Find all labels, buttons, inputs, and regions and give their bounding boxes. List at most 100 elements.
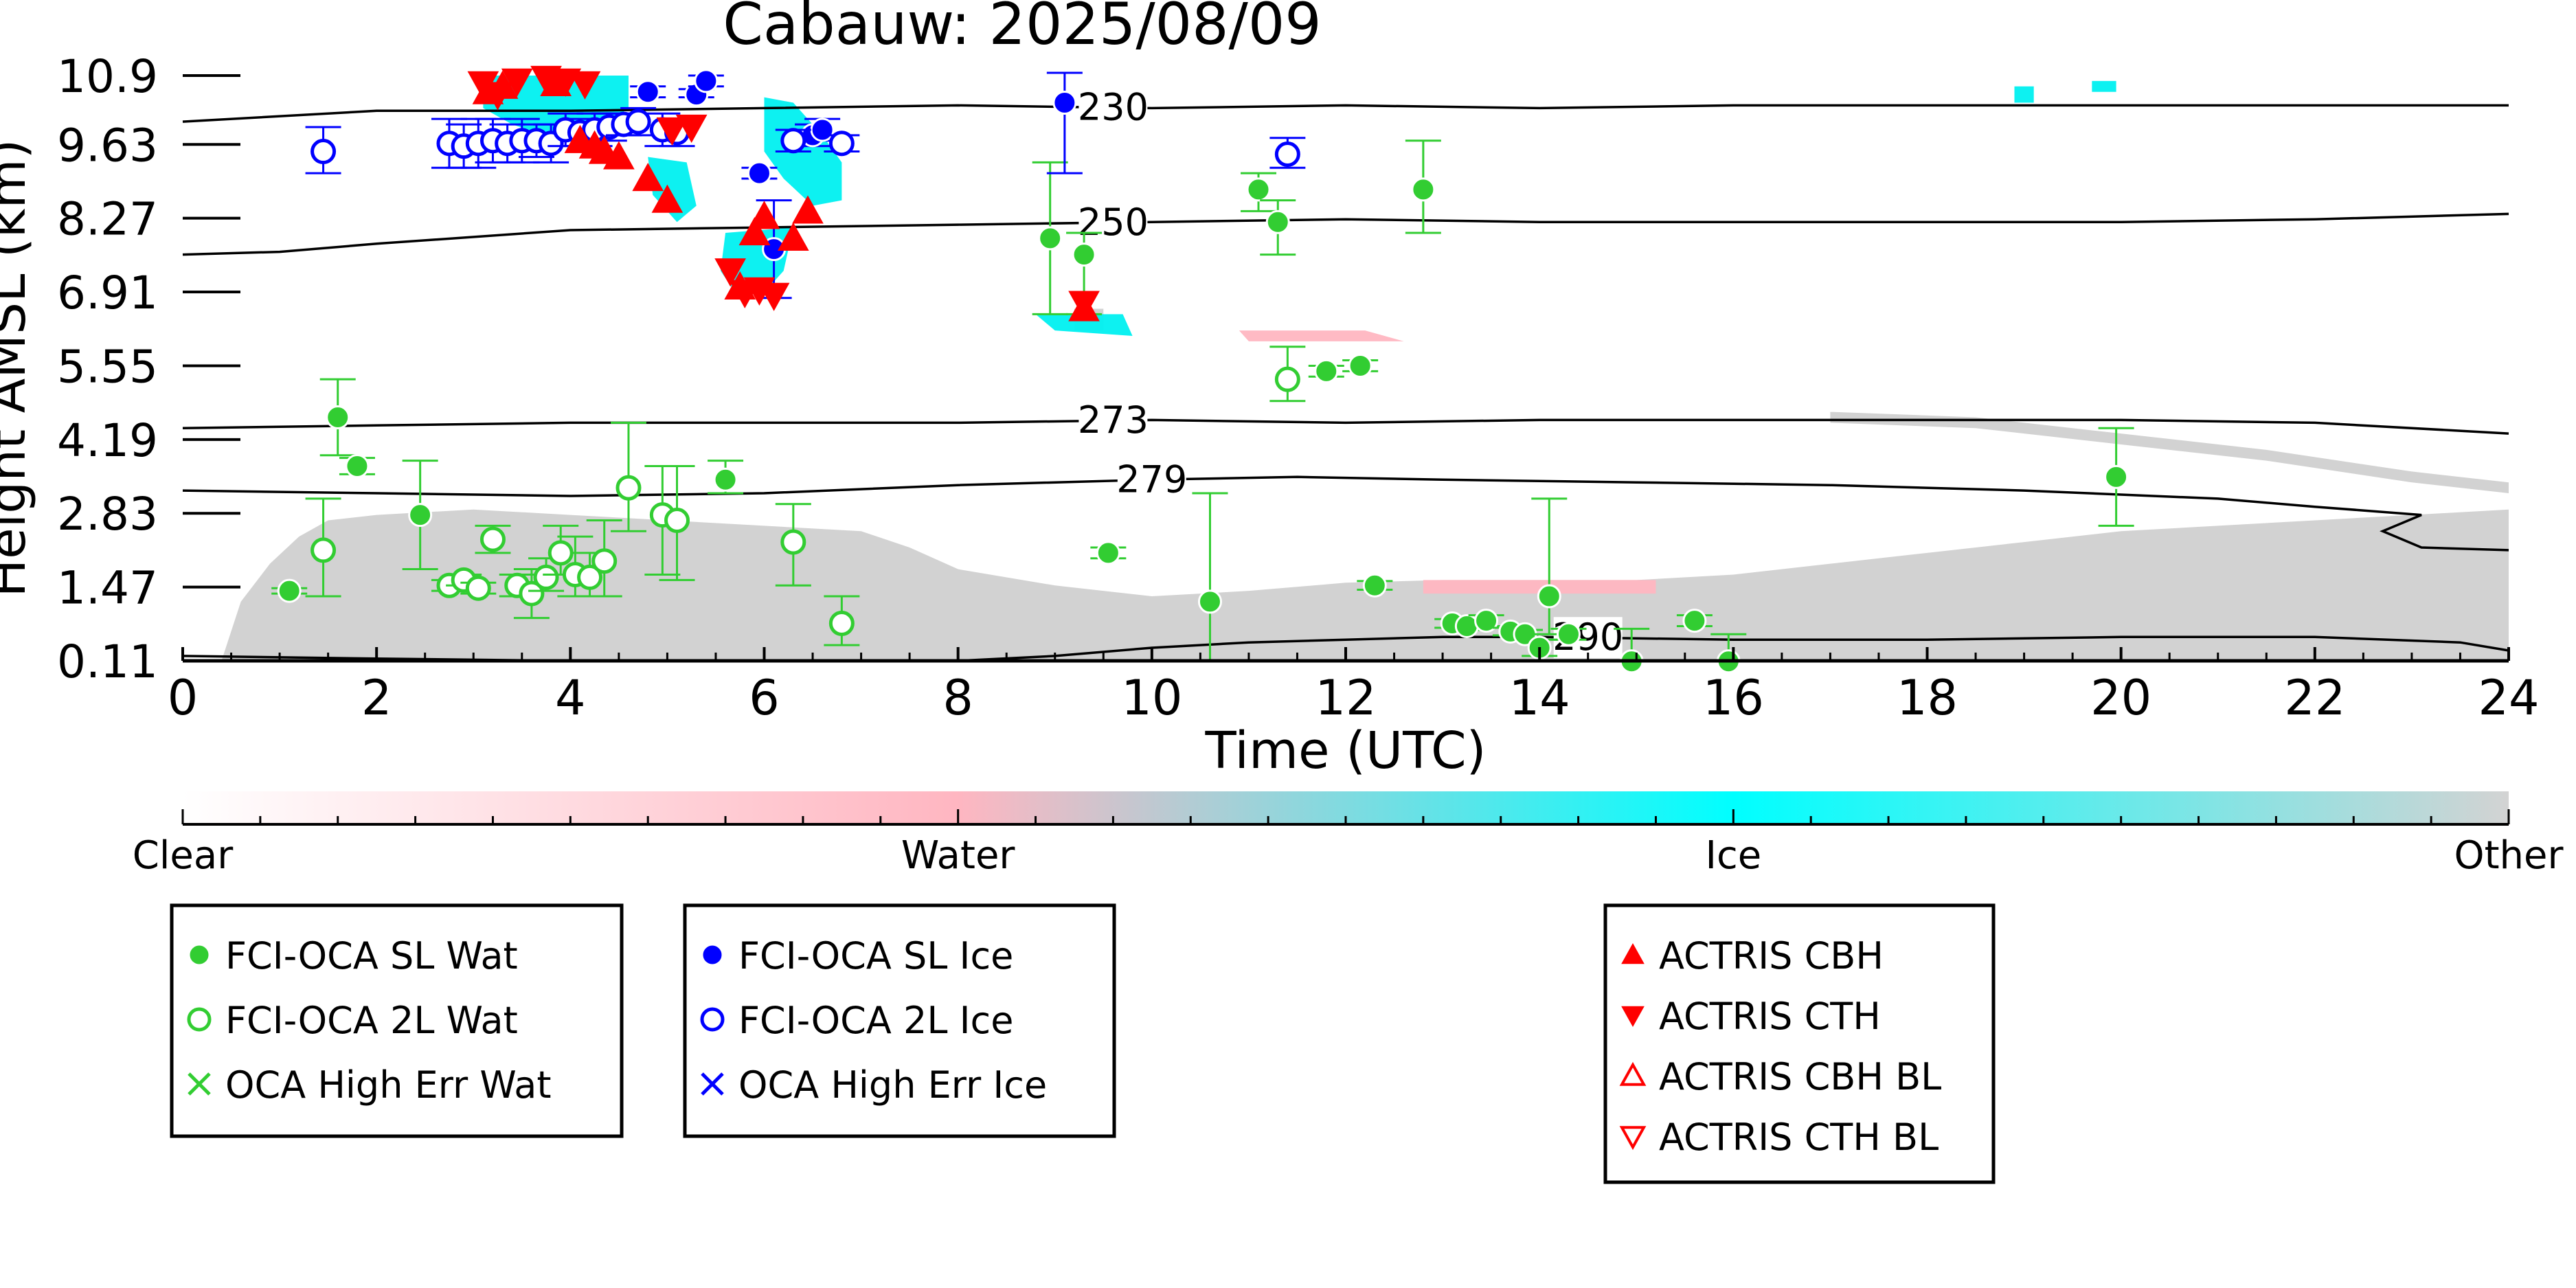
data-point: [758, 282, 790, 311]
data-point: [1197, 589, 1222, 614]
legend-label: OCA High Err Ice: [738, 1063, 1047, 1107]
data-point: [310, 139, 337, 165]
x-tick-label: 18: [1897, 670, 1958, 726]
data-point: [748, 201, 780, 229]
data-point: [656, 117, 688, 146]
colorbar: Clear Water Ice Other: [133, 791, 2564, 878]
y-axis-label: Height AMSL (km): [0, 139, 37, 597]
data-point: [828, 611, 855, 637]
x-stroke: [188, 1072, 211, 1096]
contour-label-bg: [1078, 87, 1148, 128]
data-point: [482, 82, 514, 111]
x-tick-label: 2: [361, 670, 392, 726]
target-region-water: [1423, 580, 1656, 594]
data-point: [625, 109, 651, 135]
contour-label-bg: [1078, 400, 1148, 442]
data-point: [310, 537, 337, 563]
data-point: [2104, 464, 2129, 489]
legend-marker: [700, 1007, 725, 1032]
data-point: [465, 575, 491, 601]
y-tick-label: 1.47: [57, 562, 158, 615]
data-point: [277, 578, 302, 603]
legend-marker: [188, 943, 211, 967]
contour-line-279: [182, 475, 2509, 552]
x-axis-label: Time (UTC): [1204, 721, 1486, 780]
legend-marker: [187, 1007, 212, 1032]
data-point: [747, 161, 771, 185]
data-point: [1265, 210, 1290, 234]
target-region-ice: [1035, 314, 1133, 337]
contour-line-273: [182, 418, 2509, 435]
legend-marker: [1621, 1006, 1645, 1028]
legend-marker: [188, 1072, 211, 1096]
data-series: [271, 65, 2134, 674]
legends: FCI-OCA SL Wat FCI-OCA 2L Wat OCA High Err…: [170, 903, 1996, 1184]
data-point: [777, 222, 809, 251]
colorbar-label: Water: [901, 833, 1016, 878]
y-tick-label: 2.83: [57, 488, 158, 541]
legend-marker: [1621, 942, 1645, 964]
data-point: [501, 68, 533, 97]
target-region-other: [183, 509, 2509, 661]
data-point: [1411, 177, 1436, 202]
data-point: [577, 564, 603, 590]
legend-label: ACTRIS CBH: [1659, 934, 1884, 978]
target-region-ice: [2092, 80, 2116, 92]
target-region-water: [1239, 330, 1404, 341]
legend-label: FCI-OCA 2L Wat: [225, 999, 518, 1042]
x-tick-label: 0: [168, 670, 199, 726]
data-point: [1537, 584, 1561, 609]
data-point: [1274, 366, 1300, 392]
data-point: [1362, 573, 1387, 598]
series-fci-oca-2l-wat: [305, 346, 1306, 646]
data-point: [533, 564, 559, 590]
data-point: [1474, 609, 1499, 633]
contour-label-bg: [1078, 201, 1148, 243]
y-tick-label: 4.19: [57, 414, 158, 467]
x-stroke: [701, 1072, 724, 1096]
data-point: [714, 258, 746, 287]
x-tick-label: 16: [1703, 670, 1764, 726]
legend-label: FCI-OCA 2L Ice: [738, 999, 1013, 1042]
legend-box-2: FCI-OCA SL Ice FCI-OCA 2L Ice OCA High Err…: [683, 903, 1116, 1138]
series-fci-oca-sl-wat: [271, 139, 2134, 674]
contour-label-bg: [1117, 459, 1186, 501]
x-tick-label: 20: [2090, 670, 2151, 726]
legend-marker: [701, 943, 724, 967]
legend-frame: [683, 903, 1116, 1138]
x-tick-label: 10: [1121, 670, 1182, 726]
y-axis-ticks: 10.9 9.63 8.27 6.91 5.55 4.19 2.83 1.47 0.11: [57, 50, 240, 688]
x-tick-label: 22: [2284, 670, 2345, 726]
legend-frame: [170, 903, 624, 1138]
data-point: [1072, 242, 1096, 267]
data-point: [780, 128, 806, 154]
legend-marker: [1619, 1061, 1647, 1086]
x-tick-label: 14: [1509, 670, 1570, 726]
legend-marker: [1619, 1126, 1647, 1151]
data-point: [828, 131, 855, 157]
data-point: [780, 529, 806, 555]
y-tick-label: 9.63: [57, 119, 158, 172]
data-point: [1314, 359, 1339, 383]
y-tick-label: 5.55: [57, 340, 158, 393]
legend-label: FCI-OCA SL Wat: [225, 934, 518, 978]
data-point: [635, 80, 660, 104]
series-fci-oca-2l-ice: [305, 106, 1306, 174]
legend-label: OCA High Err Wat: [225, 1063, 552, 1107]
data-point: [591, 548, 618, 574]
target-region-other: [1830, 411, 2509, 494]
x-tick-label: 12: [1315, 670, 1376, 726]
data-point: [1246, 177, 1271, 202]
data-point: [1682, 609, 1707, 633]
contour-label: 230: [1078, 86, 1149, 129]
contour-line-230: [182, 104, 2509, 123]
data-point: [810, 117, 835, 142]
data-point: [1348, 353, 1372, 378]
series-actris-cth: [467, 65, 1100, 319]
legend-box-3: ACTRIS CBH ACTRIS CTH ACTRIS CBH BL ACTRIS …: [1603, 903, 1996, 1184]
data-point: [792, 195, 824, 224]
data-point: [326, 405, 350, 429]
data-point: [603, 141, 635, 170]
x-tick-label: 24: [2478, 670, 2539, 726]
